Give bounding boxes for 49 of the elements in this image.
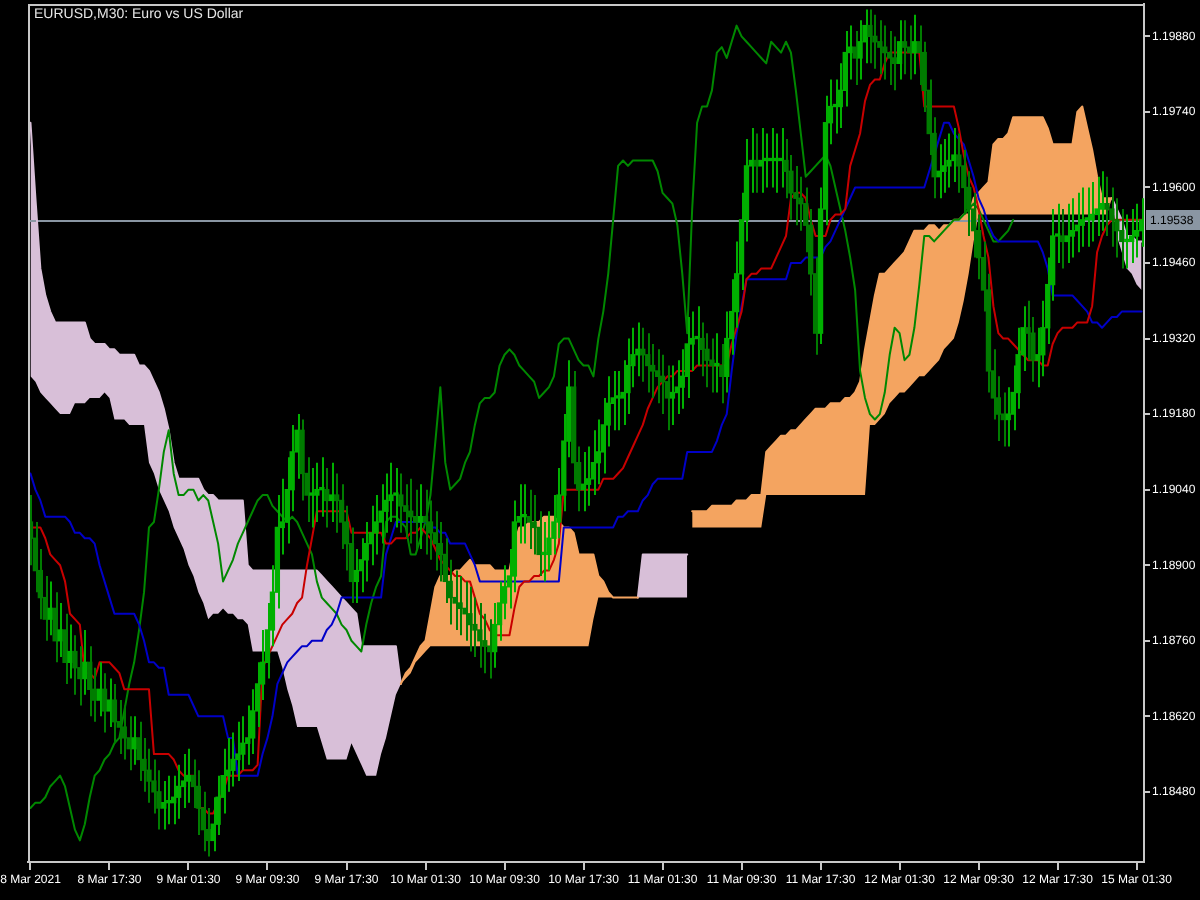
candlestick: [526, 488, 532, 551]
candlestick: [62, 612, 68, 685]
candlestick: [758, 127, 764, 194]
candlestick: [106, 677, 113, 729]
candlestick: [235, 720, 241, 783]
candlestick: [867, 8, 873, 65]
candlestick: [615, 369, 621, 432]
candlestick: [487, 618, 493, 680]
candlestick: [852, 29, 858, 86]
candlestick: [778, 127, 784, 189]
candlestick: [52, 591, 58, 664]
candlestick: [398, 472, 404, 534]
candlestick: [314, 461, 320, 524]
candlestick: [185, 747, 192, 804]
candlestick: [911, 13, 918, 76]
candlestick: [946, 132, 952, 189]
candlestick: [393, 467, 399, 529]
candlestick: [422, 488, 429, 556]
candlestick: [1133, 202, 1140, 259]
candlestick: [1069, 197, 1076, 259]
candlestick: [1089, 181, 1095, 243]
candlestick: [87, 645, 93, 718]
candlestick: [951, 127, 957, 184]
candlestick: [1064, 202, 1071, 265]
candlestick: [877, 19, 883, 76]
candlestick: [324, 467, 330, 529]
candlestick: [891, 35, 898, 92]
candlestick: [753, 132, 760, 194]
candlestick: [709, 337, 715, 394]
candlestick: [719, 342, 725, 405]
candlestick: [887, 29, 893, 86]
candlestick: [1059, 208, 1066, 270]
candlestick: [477, 601, 483, 669]
candlestick: [161, 780, 167, 831]
candlestick: [329, 461, 335, 524]
candlestick: [1128, 208, 1135, 265]
candlestick: [645, 332, 651, 394]
candlestick: [101, 672, 108, 734]
candlestick: [901, 19, 908, 76]
candlestick: [669, 364, 676, 426]
candlestick: [936, 143, 942, 200]
candlestick: [417, 483, 424, 551]
candlestick: [872, 13, 878, 70]
candlestick: [96, 661, 103, 718]
candlestick: [896, 19, 903, 81]
candlestick: [1094, 175, 1100, 238]
candlestick: [694, 305, 700, 367]
candlestick: [82, 628, 88, 696]
candlestick: [467, 585, 473, 653]
